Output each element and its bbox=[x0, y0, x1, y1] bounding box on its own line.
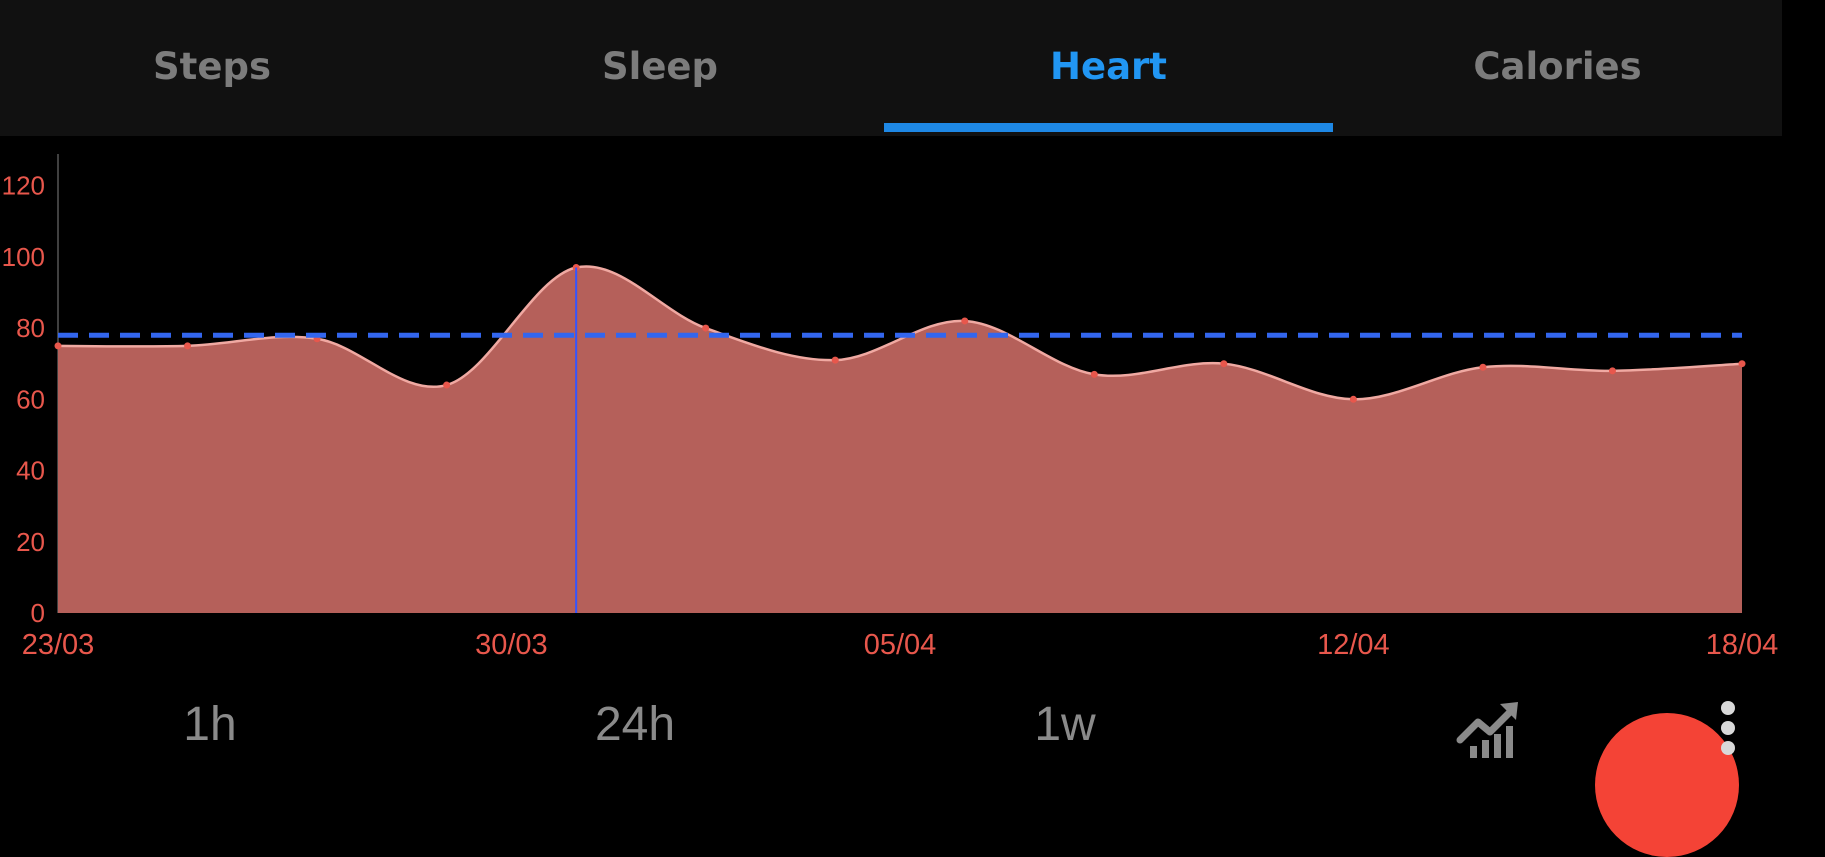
data-point-18/04 bbox=[1738, 360, 1746, 368]
x-axis: 23/03 30/03 05/04 12/04 18/04 bbox=[22, 629, 1779, 661]
y-tick-label-0: 0 bbox=[31, 598, 45, 628]
y-tick-label-100: 100 bbox=[2, 242, 45, 272]
x-tick-label-23-03: 23/03 bbox=[22, 629, 95, 661]
data-point-08/04 bbox=[1090, 370, 1098, 378]
tab-heart[interactable]: Heart bbox=[1050, 44, 1167, 88]
data-point-29/03 bbox=[443, 381, 451, 389]
y-axis: 0 20 40 60 80 100 120 bbox=[2, 154, 59, 628]
x-tick-label-12-04: 12/04 bbox=[1317, 629, 1390, 661]
x-tick-label-30-03: 30/03 bbox=[475, 629, 548, 661]
range-24h-button[interactable]: 24h bbox=[594, 697, 676, 751]
tab-steps[interactable]: Steps bbox=[153, 44, 271, 88]
data-point-10/04 bbox=[1220, 360, 1228, 368]
area-line bbox=[57, 265, 1743, 401]
tab-sleep[interactable]: Sleep bbox=[601, 44, 718, 88]
x-tick-label-05-04: 05/04 bbox=[864, 629, 937, 661]
data-point-02/04 bbox=[702, 324, 710, 332]
tab-calories[interactable]: Calories bbox=[1473, 44, 1642, 88]
y-tick-label-120: 120 bbox=[2, 171, 45, 201]
data-point-14/04 bbox=[1479, 363, 1487, 371]
area-fill bbox=[58, 266, 1742, 613]
trending-up-chart-icon[interactable] bbox=[1456, 700, 1520, 758]
data-point-06/04 bbox=[961, 317, 969, 325]
y-tick-label-20: 20 bbox=[16, 527, 45, 557]
x-tick-label-18-04: 18/04 bbox=[1706, 629, 1779, 661]
tab-bar: Steps Sleep Heart Calories bbox=[0, 0, 1782, 136]
data-point-12/04 bbox=[1349, 395, 1357, 403]
range-1h-button[interactable]: 1h bbox=[183, 697, 237, 751]
active-tab-indicator bbox=[884, 123, 1333, 132]
y-tick-label-60: 60 bbox=[16, 384, 45, 414]
y-tick-label-40: 40 bbox=[16, 456, 45, 486]
data-point-23/03 bbox=[54, 342, 62, 350]
heart-rate-chart[interactable]: 0 20 40 60 80 100 120 23/03 30/03 05/04 12/04 18/0… bbox=[0, 150, 1825, 690]
heart-rate-area bbox=[57, 265, 1743, 613]
range-1w-button[interactable]: 1w bbox=[1034, 697, 1096, 751]
data-point-04/04 bbox=[831, 356, 839, 364]
data-point-16/04 bbox=[1608, 367, 1616, 375]
data-point-31/03 bbox=[572, 264, 580, 272]
data-point-25/03 bbox=[184, 342, 192, 350]
data-points bbox=[54, 264, 1746, 403]
more-vert-icon[interactable] bbox=[1716, 697, 1740, 758]
y-tick-label-80: 80 bbox=[16, 313, 45, 343]
